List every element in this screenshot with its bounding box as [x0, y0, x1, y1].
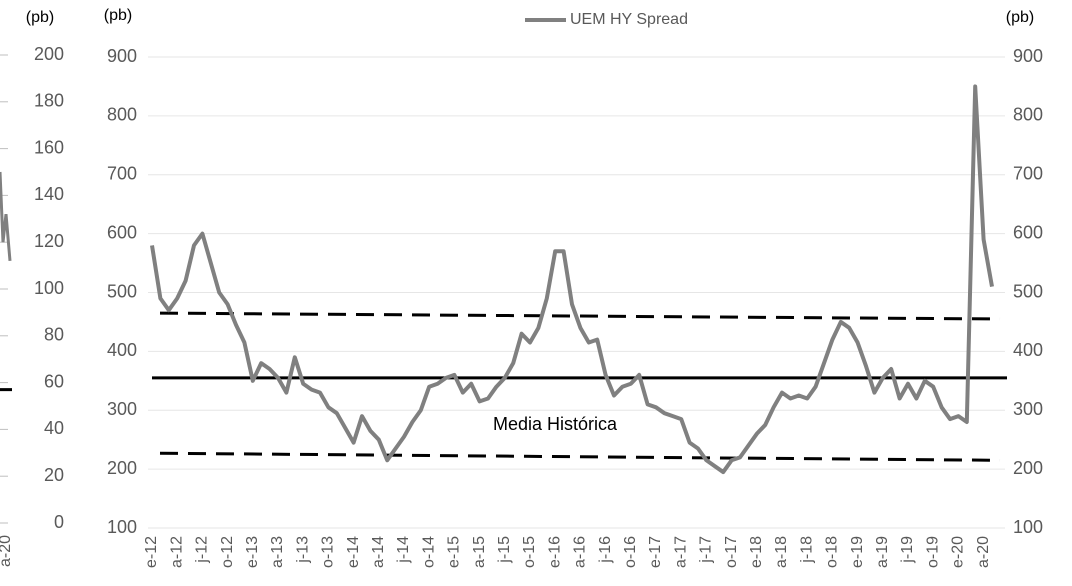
- y2-tick-label: 200: [1013, 458, 1043, 478]
- legend-label: UEM HY Spread: [570, 11, 688, 28]
- x-tick-label: a-12: [168, 536, 185, 568]
- y2-unit: (pb): [1006, 9, 1034, 26]
- y-tick-label: 160: [34, 137, 64, 157]
- reference-line: [159, 451, 1001, 462]
- x-tick-label: a-20: [975, 536, 992, 568]
- y-unit: (pb): [104, 7, 132, 24]
- y-tick-label: 80: [44, 325, 64, 345]
- x-tick-label: a-14: [370, 536, 387, 568]
- x-tick-label: e-14: [345, 536, 362, 568]
- x-tick-label: e-20: [950, 536, 967, 568]
- y2-tick-label: 100: [1013, 517, 1043, 537]
- x-tick-label: e-16: [546, 536, 563, 568]
- x-tick-label: e-13: [244, 536, 261, 568]
- x-tick-label: j-14: [395, 536, 412, 564]
- x-tick-label: o-19: [924, 536, 941, 568]
- y-tick-label: 100: [107, 517, 137, 537]
- x-tick-label: o-17: [723, 536, 740, 568]
- y-tick-label: 300: [107, 399, 137, 419]
- reference-line: [159, 311, 1001, 321]
- x-tick-label: o-14: [420, 536, 437, 568]
- y2-tick-label: 600: [1013, 222, 1043, 242]
- x-tick-label: j-15: [496, 536, 513, 564]
- x-tick-label: o-12: [219, 536, 236, 568]
- y-tick-label: 120: [34, 231, 64, 251]
- y-tick-label: 100: [34, 278, 64, 298]
- y-tick-label: 500: [107, 281, 137, 301]
- x-tick-label: e-12: [143, 536, 160, 568]
- annotation: Media Histórica: [493, 414, 618, 434]
- x-tick-label: o-16: [622, 536, 639, 568]
- x-tick-label: o-18: [824, 536, 841, 568]
- y2-tick-label: 700: [1013, 164, 1043, 184]
- series-line: [0, 171, 12, 262]
- x-tick-label: j-13: [294, 536, 311, 564]
- y2-tick-label: 400: [1013, 340, 1043, 360]
- x-tick-label: e-19: [849, 536, 866, 568]
- x-tick-label: e-17: [647, 536, 664, 568]
- y-tick-label: 40: [44, 418, 64, 438]
- series-line: [150, 84, 994, 475]
- x-tick-label: e-18: [748, 536, 765, 568]
- x-tick-label: j-18: [798, 536, 815, 564]
- y-tick-label: 400: [107, 340, 137, 360]
- x-tick-label: j-19: [899, 536, 916, 564]
- x-tick-label: a-19: [874, 536, 891, 568]
- x-tick-label: o-13: [320, 536, 337, 568]
- x-tick-label: a-18: [773, 536, 790, 568]
- y2-tick-label: 300: [1013, 399, 1043, 419]
- y-tick-label: 700: [107, 164, 137, 184]
- x-tick-label: a-20: [0, 535, 14, 567]
- y-tick-label: 600: [107, 222, 137, 242]
- x-tick-label: j-17: [698, 536, 715, 564]
- x-tick-label: a-15: [471, 536, 488, 568]
- y-tick-label: 180: [34, 91, 64, 111]
- x-tick-label: j-16: [597, 536, 614, 564]
- x-tick-label: a-16: [572, 536, 589, 568]
- x-tick-label: j-12: [194, 536, 211, 564]
- y2-tick-label: 500: [1013, 281, 1043, 301]
- x-tick-label: a-17: [672, 536, 689, 568]
- x-tick-label: e-15: [446, 536, 463, 568]
- y-tick-label: 900: [107, 46, 137, 66]
- y-tick-label: 800: [107, 105, 137, 125]
- y-tick-label: 200: [107, 458, 137, 478]
- y2-tick-label: 900: [1013, 46, 1043, 66]
- x-tick-label: a-13: [269, 536, 286, 568]
- y-tick-label: 200: [34, 44, 64, 64]
- x-tick-label: o-15: [521, 536, 538, 568]
- left-y-unit: (pb): [26, 9, 54, 26]
- y-tick-label: 20: [44, 465, 64, 485]
- y-tick-label: 0: [54, 512, 64, 532]
- y2-tick-label: 800: [1013, 105, 1043, 125]
- y-tick-label: 140: [34, 184, 64, 204]
- y-tick-label: 60: [44, 371, 64, 391]
